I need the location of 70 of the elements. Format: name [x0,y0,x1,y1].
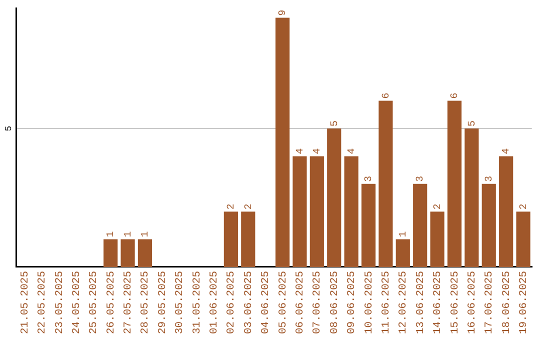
bar [292,156,307,267]
data-label: 5 [467,120,478,126]
x-tick-label: 27.05.2025 [122,270,135,334]
bar [120,239,135,267]
x-tick-label: 21.05.2025 [19,270,32,334]
bar [482,184,496,267]
x-tick-label: 10.06.2025 [363,270,376,334]
x-tick-label: 16.06.2025 [466,270,478,334]
x-tick-label: 17.06.2025 [484,270,496,334]
x-tick-label: 19.06.2025 [518,270,530,334]
bar [396,239,410,267]
data-label: 2 [432,204,444,210]
bar [327,128,342,267]
x-tick-label: 15.06.2025 [449,270,462,334]
data-label: 2 [244,204,255,210]
bar [344,156,358,267]
bar [464,128,479,267]
data-label: 5 [330,120,341,126]
data-label: 3 [364,176,376,182]
data-label: 6 [381,92,392,99]
x-tick-label: 31.05.2025 [191,270,204,334]
data-label: 4 [502,148,513,154]
x-tick-label: 09.06.2025 [346,270,358,334]
bar [310,156,324,267]
bar [413,184,428,267]
x-tick-label: 04.06.2025 [260,270,272,334]
data-label: 2 [226,204,238,210]
x-tick-label: 07.06.2025 [312,270,324,334]
data-label: 9 [278,10,290,16]
bar [224,212,238,267]
data-label: 1 [123,231,134,238]
data-label: 1 [140,231,152,238]
x-tick-label: 06.06.2025 [294,270,307,334]
x-tick-label: 22.05.2025 [36,270,49,334]
bar [378,100,393,267]
x-tick-label: 01.06.2025 [208,270,221,334]
data-label: 1 [398,231,410,238]
bar [447,100,462,267]
bar [516,212,530,267]
bar [499,156,514,267]
x-tick-label: 05.06.2025 [277,270,290,334]
x-tick-label: 24.05.2025 [70,270,83,334]
x-tick-label: 18.06.2025 [500,270,513,334]
x-tick-label: 13.06.2025 [414,270,427,334]
data-label: 3 [484,176,496,182]
bar [430,212,444,267]
x-tick-label: 23.05.2025 [54,270,66,334]
x-tick-label: 03.06.2025 [242,270,255,334]
x-tick-label: 14.06.2025 [432,270,444,334]
bar [275,18,290,267]
data-label: 1 [106,231,118,238]
bar [361,184,376,267]
x-tick-label: 26.05.2025 [105,270,118,334]
data-label: 6 [450,92,462,99]
x-tick-label: 25.05.2025 [88,270,100,334]
data-label: 4 [346,148,358,154]
x-tick-label: 08.06.2025 [328,270,341,334]
x-tick-label: 02.06.2025 [226,270,238,334]
bar [241,212,256,267]
data-label: 2 [518,204,530,210]
data-label: 4 [312,148,324,154]
x-tick-label: 30.05.2025 [174,270,186,334]
bar [138,239,152,267]
x-tick-label: 28.05.2025 [140,270,152,334]
bar [104,239,118,267]
x-tick-label: 12.06.2025 [398,270,410,334]
x-tick-label: 29.05.2025 [156,270,169,334]
data-label: 3 [416,176,427,182]
data-label: 4 [295,148,306,154]
x-tick-label: 11.06.2025 [380,270,392,334]
